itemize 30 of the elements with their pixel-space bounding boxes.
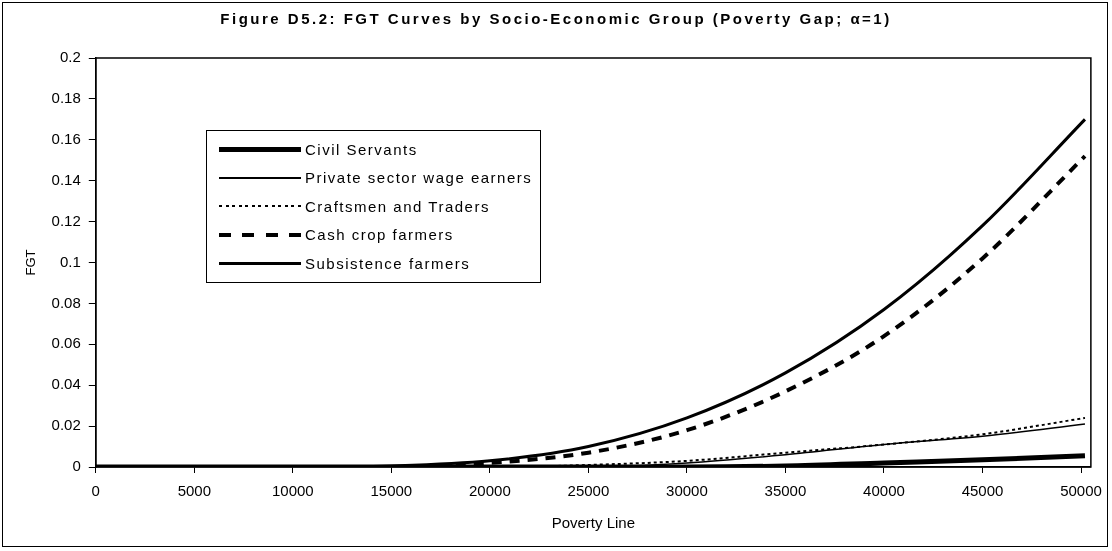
legend-label: Civil Servants — [305, 140, 418, 158]
x-tick-label: 0 — [91, 482, 100, 500]
chart-title: Figure D5.2: FGT Curves by Socio-Economic Group (Poverty Gap; α=1) — [219, 10, 893, 27]
legend-label: Craftsmen and Traders — [305, 197, 490, 215]
y-tick-label: 0.1 — [59, 252, 81, 270]
x-axis-title: Poverty Line — [551, 514, 636, 532]
x-tick-label: 10000 — [271, 482, 314, 500]
x-tick-label: 45000 — [961, 482, 1004, 500]
x-tick-label: 25000 — [567, 482, 610, 500]
y-tick-label: 0.04 — [51, 375, 81, 393]
x-tick-label: 5000 — [177, 482, 211, 500]
legend-label: Subsistence farmers — [305, 254, 471, 272]
y-tick-label: 0.14 — [51, 170, 81, 188]
y-tick-label: 0.16 — [51, 129, 81, 147]
x-tick-label: 40000 — [863, 482, 905, 500]
y-tick-label: 0.02 — [51, 416, 81, 434]
legend-label: Cash crop farmers — [305, 226, 454, 244]
legend-label: Private sector wage earners — [305, 169, 533, 187]
x-tick-label: 30000 — [666, 482, 708, 500]
y-tick-label: 0.12 — [51, 211, 81, 229]
x-tick-label: 20000 — [469, 482, 511, 500]
x-tick-label: 15000 — [370, 482, 413, 500]
y-tick-label: 0.06 — [51, 334, 81, 352]
y-tick-label: 0 — [72, 457, 81, 475]
y-tick-label: 0.2 — [59, 48, 81, 66]
y-tick-label: 0.08 — [51, 293, 81, 311]
y-tick-label: 0.18 — [51, 89, 81, 107]
x-tick-label: 50000 — [1060, 482, 1102, 500]
x-tick-label: 35000 — [764, 482, 807, 500]
y-axis-title: FGT — [23, 249, 39, 276]
